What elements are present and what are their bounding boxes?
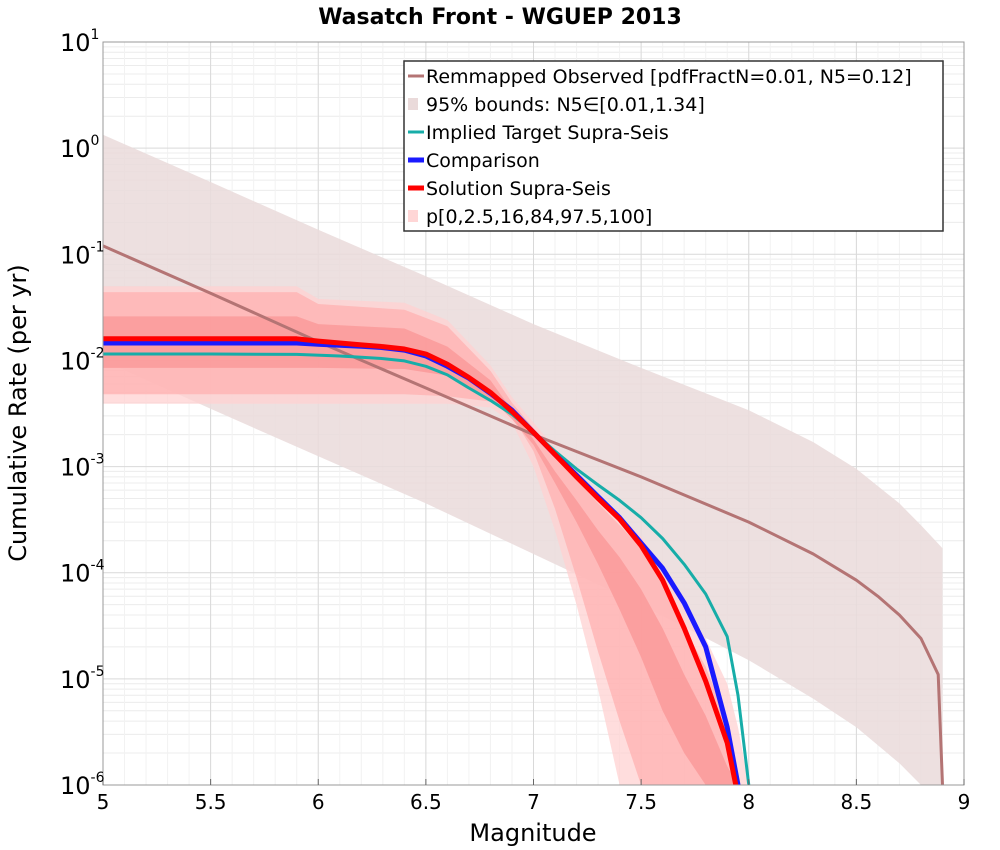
x-tick-label: 8.5 [840, 790, 872, 814]
y-tick-label: 10-5 [60, 664, 105, 694]
series-line-remmapped-observed-pdffractn-0 [103, 244, 944, 785]
legend-box [403, 60, 944, 232]
x-axis: 5 5.5 6 6.5 7 7.5 8 8.5 9 [97, 779, 971, 814]
y-tick-exponent: -3 [91, 452, 105, 468]
y-tick-label: 100 [60, 133, 99, 163]
legend-label: Comparison [426, 150, 540, 172]
x-tick-label: 7 [527, 790, 540, 814]
legend-swatch [408, 210, 418, 222]
series-lines [103, 244, 944, 785]
x-tick-label: 5.5 [195, 790, 227, 814]
x-tick-label: 8 [742, 790, 755, 814]
y-tick-exponent: -6 [91, 770, 105, 786]
legend-swatch [408, 98, 418, 110]
y-tick-exponent: -2 [91, 345, 105, 361]
y-tick-label: 10-4 [60, 558, 105, 588]
legend-label: p[0,2.5,16,84,97.5,100] [426, 206, 652, 228]
y-tick-label: 10-2 [60, 345, 105, 375]
x-tick-label: 6.5 [410, 790, 442, 814]
percentile-band [103, 316, 738, 785]
y-tick-exponent: -5 [91, 664, 105, 680]
x-tick-label: 6 [312, 790, 325, 814]
y-tick-label: 101 [60, 27, 99, 57]
legend-label: Solution Supra-Seis [426, 178, 611, 200]
x-tick-label: 9 [958, 790, 971, 814]
y-tick-exponent: 0 [91, 133, 100, 149]
x-tick-label: 5 [97, 790, 110, 814]
legend-label: 95% bounds: N5∈[0.01,1.34] [426, 94, 705, 116]
legend-label: Implied Target Supra-Seis [426, 122, 669, 144]
legend-label: Remmapped Observed [pdfFractN=0.01, N5=0… [426, 66, 912, 88]
legend: Remmapped Observed [pdfFractN=0.01, N5=0… [403, 60, 944, 232]
x-tick-label: 7.5 [625, 790, 657, 814]
y-tick-exponent: 1 [91, 27, 100, 43]
y-tick-label: 10-6 [60, 770, 105, 800]
y-tick-label: 10-1 [60, 239, 105, 269]
series-line-solution-supra-seis [103, 336, 739, 785]
chart-title: Wasatch Front - WGUEP 2013 [318, 5, 682, 30]
y-tick-label: 10-3 [60, 452, 105, 482]
y-axis-label: Cumulative Rate (per yr) [4, 264, 32, 562]
y-tick-exponent: -1 [91, 239, 105, 255]
y-tick-exponent: -4 [91, 558, 105, 574]
x-axis-label: Magnitude [469, 819, 596, 847]
